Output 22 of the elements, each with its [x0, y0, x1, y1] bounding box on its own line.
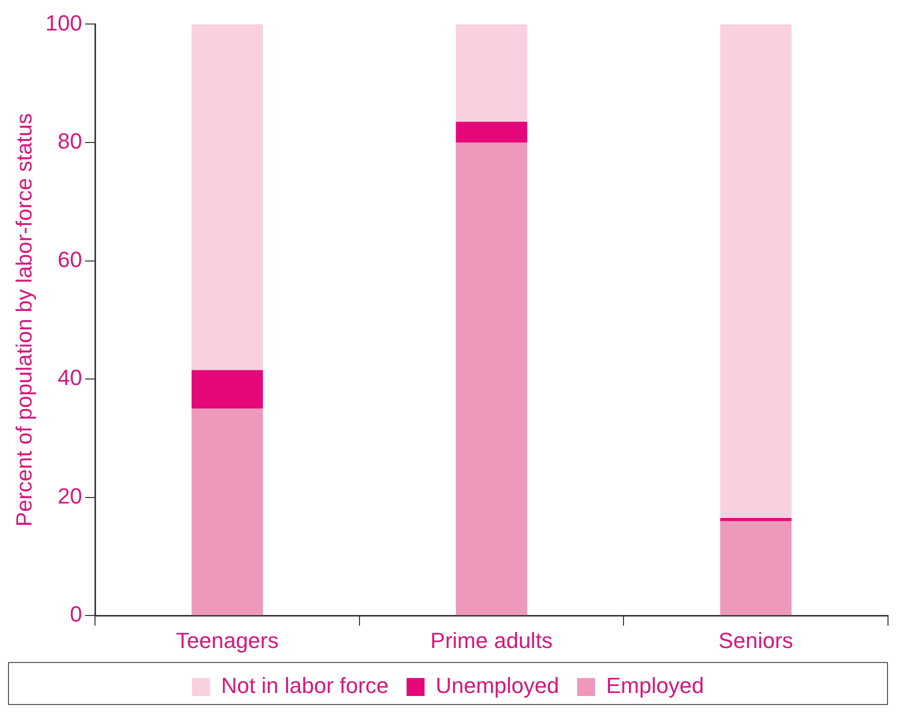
x-tick-label: Prime adults	[430, 628, 553, 653]
bar	[192, 408, 263, 616]
bar	[720, 24, 792, 518]
y-tick-label: 60	[58, 246, 82, 272]
bar	[720, 520, 792, 616]
bar	[192, 24, 263, 370]
y-axis-title: Percent of population by labor-force status	[11, 113, 36, 527]
y-tick-label: 20	[58, 483, 82, 508]
y-tick-label: 0	[70, 602, 82, 627]
legend-label: Not in labor force	[221, 673, 389, 698]
bar	[456, 122, 528, 142]
bar	[456, 142, 528, 616]
y-tick-label: 80	[58, 128, 82, 154]
legend-label: Employed	[606, 673, 704, 698]
bar	[720, 518, 792, 521]
legend-label: Unemployed	[436, 673, 560, 698]
x-tick-label: Seniors	[718, 628, 794, 653]
bar	[192, 370, 263, 409]
x-tick-label: Teenagers	[176, 628, 279, 653]
bar	[456, 24, 528, 122]
y-tick-label: 100	[45, 10, 82, 36]
y-tick-label: 40	[58, 365, 82, 390]
